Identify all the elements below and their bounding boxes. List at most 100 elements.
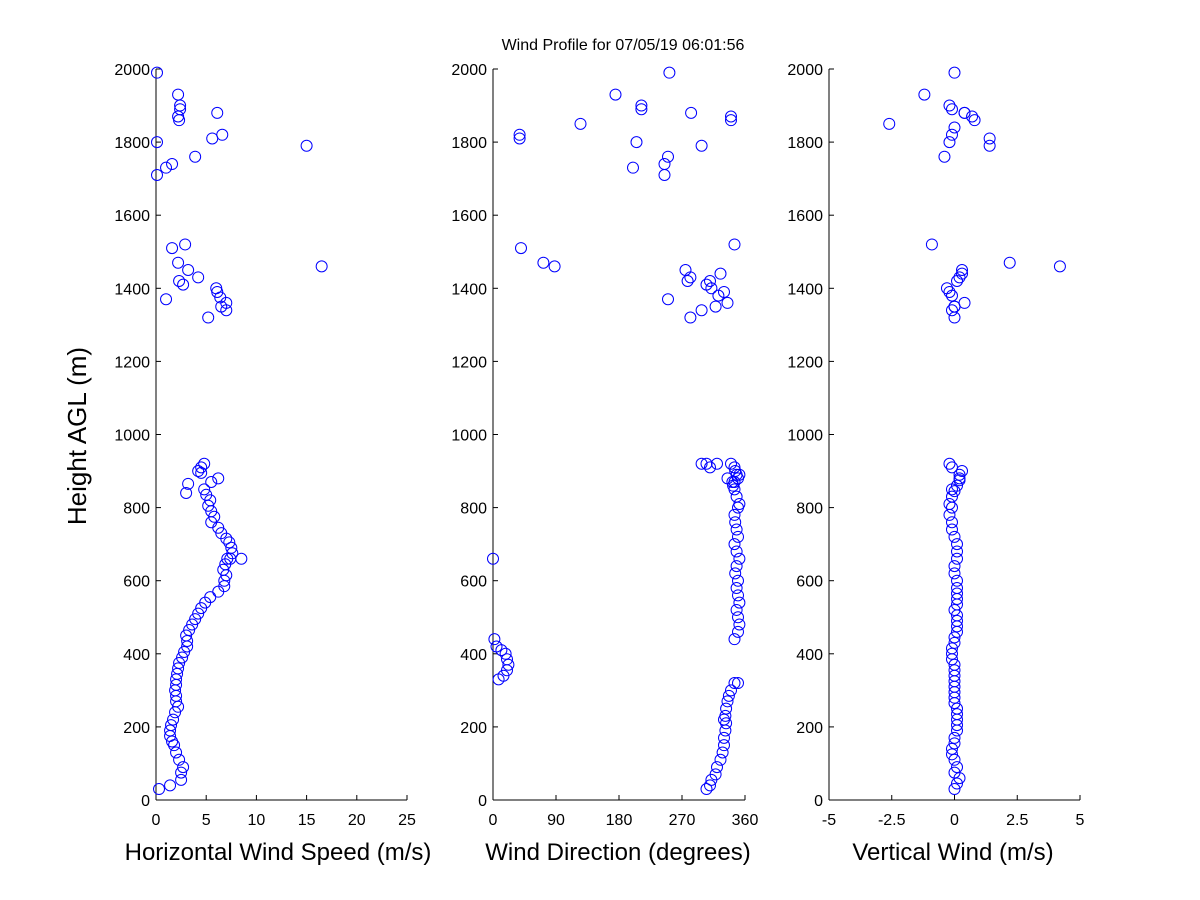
data-point [938, 150, 951, 163]
data-point [948, 636, 961, 649]
data-point [182, 264, 195, 277]
y-tick-label: 600 [123, 574, 150, 591]
data-point [153, 783, 166, 796]
data-point [173, 656, 186, 669]
data-point [186, 618, 199, 631]
data-point [732, 530, 744, 543]
data-point [173, 274, 186, 287]
data-point [192, 271, 205, 284]
y-tick-label: 1800 [787, 135, 823, 152]
data-point [204, 591, 217, 604]
data-point [732, 625, 744, 638]
y-tick-label: 800 [796, 501, 823, 518]
data-point [943, 285, 956, 298]
data-point [175, 773, 188, 786]
data-point [183, 624, 196, 637]
data-point [716, 746, 729, 759]
data-point [945, 516, 958, 529]
data-point [948, 631, 961, 644]
data-point [216, 128, 229, 141]
data-point [189, 613, 202, 626]
data-point [695, 457, 708, 470]
data-point [730, 560, 743, 573]
y-tick-label: 1200 [451, 354, 487, 371]
data-point [951, 538, 964, 551]
data-point [728, 633, 741, 646]
data-point [515, 242, 527, 255]
data-point [968, 114, 981, 127]
data-point [948, 121, 961, 134]
data-point [732, 589, 744, 602]
data-point [728, 538, 741, 551]
x-axis-label: Wind Direction (degrees) [485, 839, 750, 866]
y-tick-label: 1200 [787, 354, 823, 371]
data-point [951, 574, 964, 587]
data-point [160, 161, 173, 174]
data-point [487, 552, 499, 565]
data-point [211, 106, 224, 119]
data-point [225, 541, 238, 554]
data-point [709, 768, 722, 781]
data-point [189, 150, 202, 163]
data-point [940, 282, 953, 295]
data-point [956, 264, 969, 277]
data-point [192, 607, 205, 620]
data-point [951, 761, 964, 774]
data-point [718, 285, 730, 298]
x-tick-label: 180 [606, 812, 633, 829]
data-point [205, 476, 218, 489]
data-point [223, 536, 236, 549]
panel-vertical-wind: 0 200 400 600 800 1000 1200 1400 1600 1800 2000 -5 -… [787, 62, 1084, 866]
data-point [718, 739, 730, 752]
data-point [718, 731, 730, 744]
data-point [730, 582, 743, 595]
data-point [733, 596, 746, 609]
x-tick-label: -5 [822, 812, 836, 829]
data-point [1003, 256, 1016, 269]
data-point [700, 278, 713, 291]
x-tick-label: -2.5 [878, 812, 906, 829]
data-point [728, 238, 741, 251]
data-point [728, 508, 741, 521]
data-point [943, 99, 956, 112]
data-point [948, 753, 961, 766]
data-point [948, 664, 961, 677]
y-tick-label: 800 [123, 501, 150, 518]
data-point [165, 719, 178, 732]
data-point [502, 658, 515, 671]
y-tick-label: 1600 [787, 208, 823, 225]
data-point [721, 695, 734, 708]
data-point [725, 110, 737, 123]
y-tick-label: 1600 [114, 208, 150, 225]
data-point [300, 139, 313, 152]
data-point [226, 547, 239, 560]
data-point [212, 472, 225, 485]
data-point [167, 713, 180, 726]
y-tick-label: 2000 [451, 62, 487, 79]
data-point [151, 136, 164, 149]
y-tick-label: 600 [796, 574, 823, 591]
data-point [685, 106, 698, 119]
data-point [945, 490, 958, 503]
data-point [948, 66, 961, 79]
data-point [945, 128, 958, 141]
data-point [945, 742, 958, 755]
data-point [164, 724, 177, 737]
data-point [951, 777, 964, 790]
data-point [574, 117, 587, 130]
data-point [729, 516, 742, 529]
data-point [948, 766, 961, 779]
data-point [948, 485, 961, 498]
data-point [720, 702, 733, 715]
data-point [208, 510, 221, 523]
data-point [948, 567, 961, 580]
y-tick-label: 1800 [114, 135, 150, 152]
y-tick-label: 600 [460, 574, 487, 591]
data-point [728, 461, 741, 474]
data-point [513, 128, 526, 141]
y-tick-label: 1800 [451, 135, 487, 152]
data-point [548, 260, 561, 273]
data-point [164, 779, 177, 792]
data-point [537, 256, 550, 269]
